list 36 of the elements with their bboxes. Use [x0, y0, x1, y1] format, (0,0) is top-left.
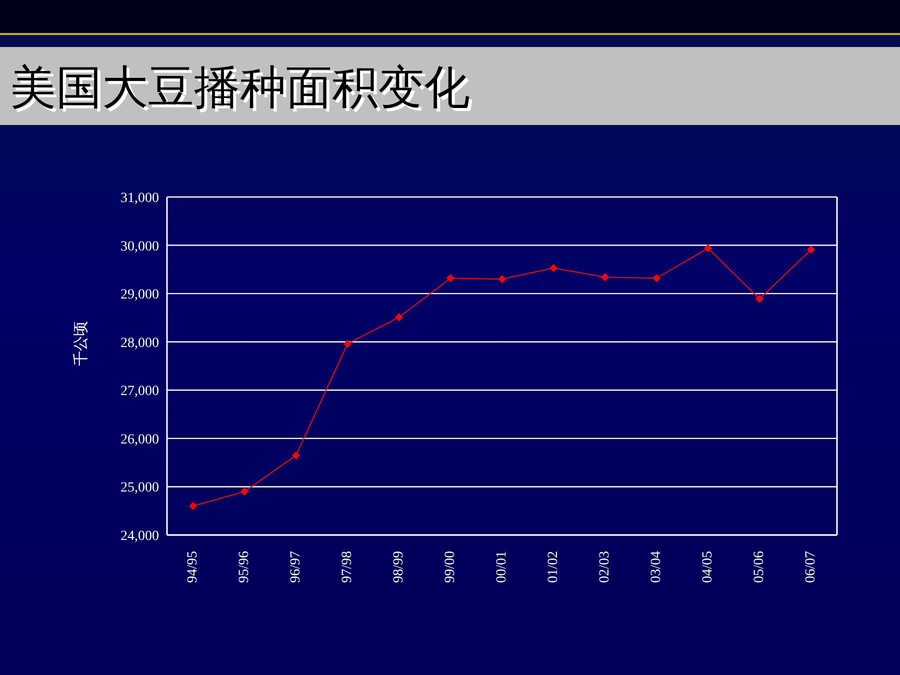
point	[189, 502, 197, 510]
x-tick-label: 96/97	[288, 551, 304, 583]
y-tick-label: 27,000	[120, 384, 159, 400]
point	[498, 275, 506, 284]
y-tick-label: 30,000	[120, 239, 159, 254]
point	[704, 244, 712, 252]
x-tick-label: 00/01	[494, 551, 510, 583]
y-tick-label: 31,000	[120, 190, 159, 206]
x-tick-label: 01/02	[546, 551, 561, 583]
x-tick-label: 97/98	[340, 551, 355, 583]
x-tick-label: 02/03	[598, 551, 612, 583]
y-tick-label: 26,000	[120, 432, 159, 448]
y-tick-label: 24,000	[120, 528, 159, 544]
point	[446, 274, 454, 282]
point	[652, 274, 660, 282]
point	[601, 273, 609, 282]
chart-title: 美国大豆播种面积变化	[10, 59, 470, 116]
x-tick-label: 03/04	[649, 551, 664, 583]
point	[292, 451, 300, 460]
y-axis-title: 千公顷	[71, 321, 90, 366]
y-tick-label: 25,000	[120, 480, 159, 496]
point	[756, 294, 764, 303]
point	[344, 340, 352, 348]
x-tick-label: 06/07	[804, 551, 818, 583]
x-tick-label: 04/05	[700, 551, 716, 583]
x-tick-label: 95/96	[237, 551, 252, 583]
x-tick-label: 94/95	[186, 551, 200, 583]
point	[550, 264, 558, 272]
y-tick-label: 29,000	[120, 288, 159, 303]
y-tick-label: 28,000	[120, 336, 159, 351]
x-tick-label: 05/06	[752, 551, 767, 583]
point	[395, 313, 403, 322]
x-tick-label: 98/99	[392, 551, 406, 583]
x-tick-label: 99/00	[443, 551, 458, 583]
point	[240, 488, 248, 496]
point	[807, 246, 815, 254]
